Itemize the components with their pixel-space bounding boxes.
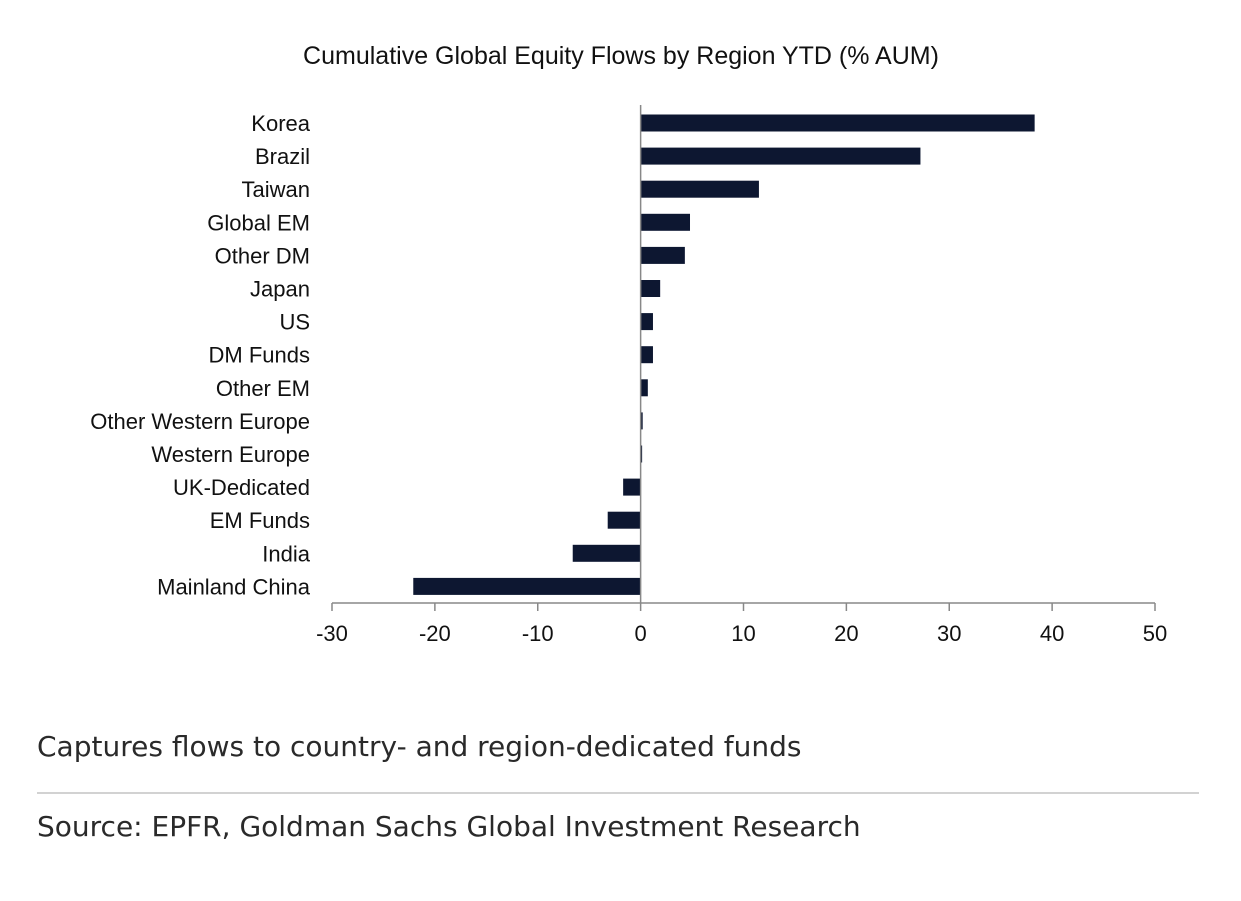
chart-title: Cumulative Global Equity Flows by Region…	[303, 42, 939, 70]
category-label-us: US	[279, 310, 310, 335]
bar-uk-dedicated	[623, 478, 641, 496]
x-tick-label: 10	[731, 621, 755, 646]
category-label-em-funds: EM Funds	[210, 508, 310, 533]
bar-chart: Cumulative Global Equity Flows by Region…	[90, 42, 1167, 646]
bar-us	[640, 313, 653, 331]
category-label-other-western-europe: Other Western Europe	[90, 409, 310, 434]
bar-global-em	[640, 213, 691, 231]
x-tick-label: 50	[1143, 621, 1167, 646]
bar-taiwan	[640, 180, 759, 198]
category-label-other-dm: Other DM	[215, 243, 310, 268]
x-tick-label: -30	[316, 621, 348, 646]
bar-india	[572, 544, 641, 562]
bar-em-funds	[607, 511, 641, 529]
x-tick-label: 30	[937, 621, 961, 646]
category-label-japan: Japan	[250, 277, 310, 302]
bar-korea	[640, 114, 1035, 132]
bar-other-western-europe	[640, 412, 643, 430]
category-label-mainland-china: Mainland China	[157, 574, 311, 599]
category-label-uk-dedicated: UK-Dedicated	[173, 475, 310, 500]
bar-dm-funds	[640, 346, 653, 364]
x-tick-label: 0	[635, 621, 647, 646]
bar-mainland-china	[413, 577, 641, 595]
chart-caption: Captures flows to country- and region-de…	[37, 730, 802, 763]
category-label-global-em: Global EM	[207, 210, 310, 235]
category-label-korea: Korea	[251, 111, 310, 136]
bar-other-em	[640, 379, 648, 397]
category-label-other-em: Other EM	[216, 376, 310, 401]
category-label-brazil: Brazil	[255, 144, 310, 169]
x-tick-label: -20	[419, 621, 451, 646]
bar-other-dm	[640, 246, 685, 264]
category-label-western-europe: Western Europe	[151, 442, 310, 467]
category-label-india: India	[262, 541, 310, 566]
plot-area: Korea Brazil Taiwan Global EM Other DM Japan U…	[90, 105, 1167, 646]
bar-brazil	[640, 147, 921, 165]
source-note: Source: EPFR, Goldman Sachs Global Inves…	[37, 810, 861, 843]
x-tick-label: 20	[834, 621, 858, 646]
category-label-taiwan: Taiwan	[242, 177, 310, 202]
divider	[37, 792, 1199, 794]
bar-japan	[640, 280, 661, 297]
x-tick-label: 40	[1040, 621, 1064, 646]
category-label-dm-funds: DM Funds	[209, 343, 310, 368]
x-tick-label: -10	[522, 621, 554, 646]
